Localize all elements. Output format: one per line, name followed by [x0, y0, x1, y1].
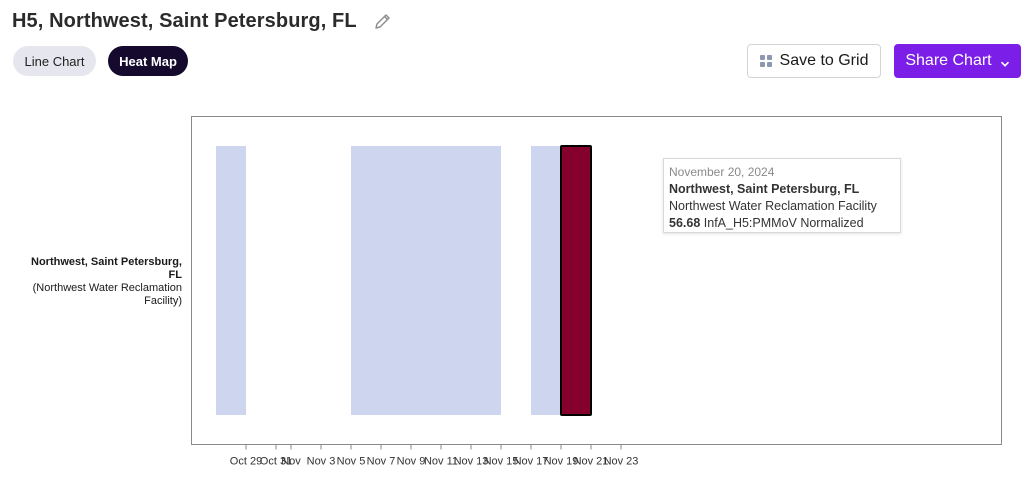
heatmap-cell — [351, 146, 381, 415]
heatmap-cell — [381, 146, 411, 415]
tooltip-metric: InfA_H5:PMMoV Normalized — [703, 216, 864, 230]
tooltip-facility: Northwest Water Reclamation Facility — [669, 199, 877, 213]
grid-icon — [759, 55, 772, 67]
heatmap-cell — [531, 146, 561, 415]
chevron-down-icon — [1000, 56, 1010, 67]
heatmap-cell — [441, 146, 471, 415]
tooltip-value-line: 56.68 InfA_H5:PMMoV Normalized — [669, 215, 900, 232]
tooltip-location: Northwest, Saint Petersburg, FL — [669, 182, 860, 196]
pencil-icon[interactable] — [373, 11, 393, 31]
share-chart-button[interactable]: Share Chart — [894, 44, 1021, 78]
x-tick-label: Nov 9 — [397, 456, 426, 468]
title-row: H5, Northwest, Saint Petersburg, FL — [12, 6, 393, 36]
row-facility-name: (Northwest Water Reclamation Facility) — [32, 282, 182, 307]
tooltip-value: 56.68 — [669, 216, 701, 230]
x-tick-label: Nov 17 — [514, 456, 549, 468]
save-to-grid-button[interactable]: Save to Grid — [747, 44, 881, 78]
x-tick-label: Nov 19 — [544, 456, 579, 468]
x-tick-label: Nov 13 — [454, 456, 489, 468]
x-tick-label: Nov 21 — [574, 456, 609, 468]
x-tick-label: Oct 29 — [230, 456, 262, 468]
page-title: H5, Northwest, Saint Petersburg, FL — [12, 9, 357, 32]
x-tick-label: Nov — [281, 456, 301, 468]
heatmap-cell — [560, 145, 592, 416]
heatmap-cell — [471, 146, 501, 415]
x-tick-label: Nov 5 — [337, 456, 366, 468]
x-tick-label: Nov 7 — [367, 456, 396, 468]
row-location-name: Northwest, Saint Petersburg, FL — [31, 256, 182, 281]
x-tick-label: Nov 3 — [307, 456, 336, 468]
heat-map-toggle[interactable]: Heat Map — [108, 46, 188, 76]
share-chart-label: Share Chart — [905, 52, 992, 69]
x-tick-label: Oct 31 — [260, 456, 292, 468]
x-tick-label: Nov 15 — [484, 456, 519, 468]
tooltip-date: November 20, 2024 — [669, 165, 775, 179]
heatmap-row-label: Northwest, Saint Petersburg, FL (Northwe… — [20, 256, 182, 308]
x-tick-label: Nov 23 — [604, 456, 639, 468]
save-to-grid-label: Save to Grid — [779, 52, 869, 69]
line-chart-toggle[interactable]: Line Chart — [13, 46, 96, 76]
heatmap-cell — [216, 146, 246, 415]
x-tick-label: Nov 11 — [424, 456, 458, 468]
chart-tooltip: November 20, 2024 Northwest, Saint Peter… — [663, 158, 901, 233]
heatmap-cell — [411, 146, 441, 415]
